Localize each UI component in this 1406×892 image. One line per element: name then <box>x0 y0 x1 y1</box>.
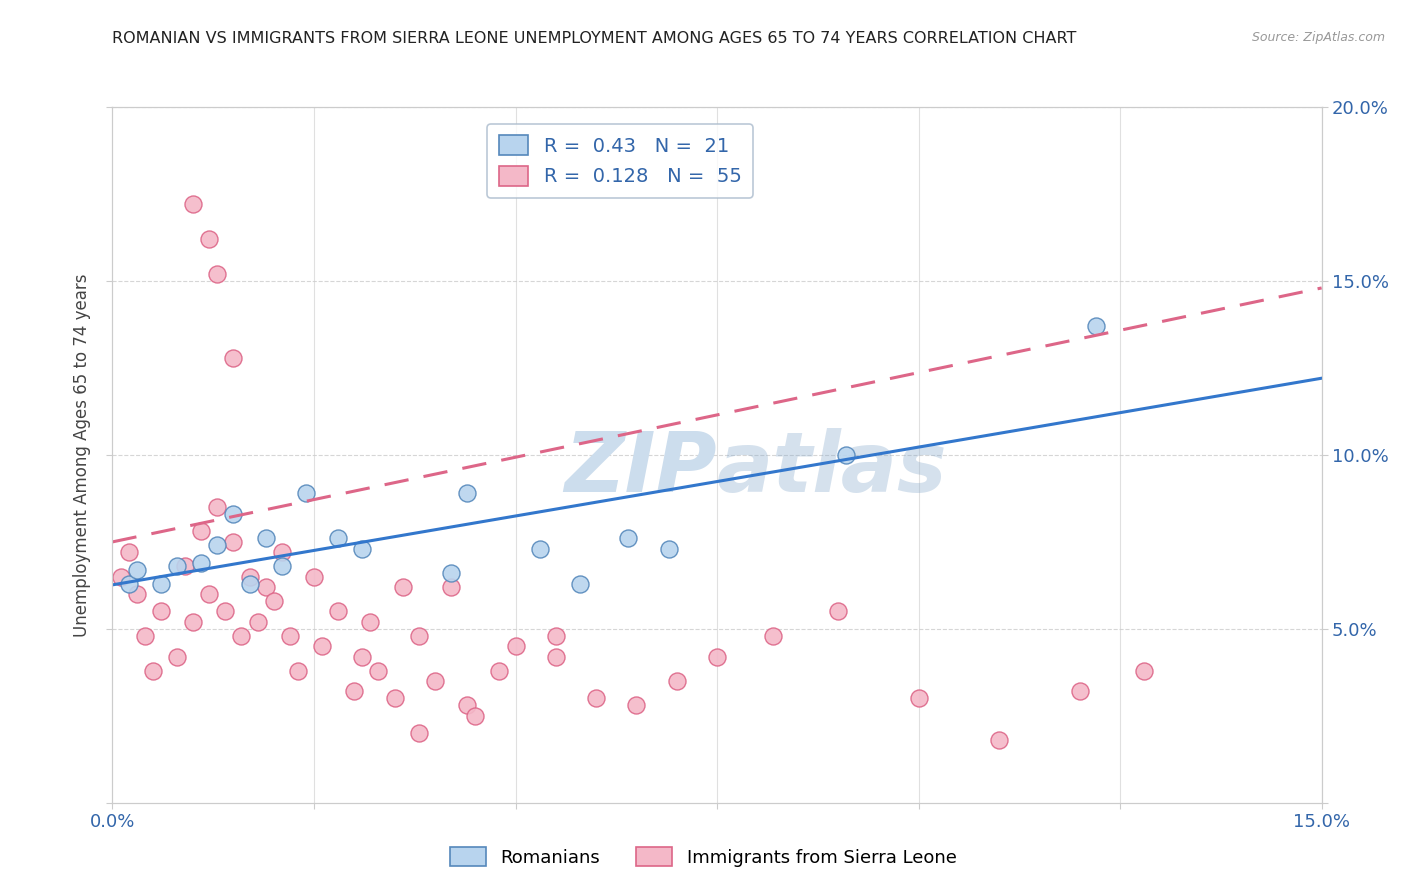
Text: ROMANIAN VS IMMIGRANTS FROM SIERRA LEONE UNEMPLOYMENT AMONG AGES 65 TO 74 YEARS : ROMANIAN VS IMMIGRANTS FROM SIERRA LEONE… <box>112 31 1077 46</box>
Point <box>295 486 318 500</box>
Point <box>456 486 478 500</box>
Point <box>190 556 212 570</box>
Point <box>166 649 188 664</box>
Point <box>198 232 221 246</box>
Point <box>125 563 148 577</box>
Point <box>125 587 148 601</box>
Point <box>1069 684 1091 698</box>
Point <box>626 698 648 713</box>
Point <box>207 267 229 281</box>
Point <box>456 698 478 713</box>
Point <box>367 664 389 678</box>
Point <box>311 639 333 653</box>
Point <box>544 649 567 664</box>
Point <box>254 580 277 594</box>
Text: Source: ZipAtlas.com: Source: ZipAtlas.com <box>1251 31 1385 45</box>
Point <box>222 351 245 365</box>
Point <box>907 691 929 706</box>
Point <box>544 629 567 643</box>
Point <box>835 448 858 462</box>
Point <box>287 664 309 678</box>
Point <box>263 594 285 608</box>
Point <box>222 507 245 521</box>
Point <box>207 538 229 552</box>
Y-axis label: Unemployment Among Ages 65 to 74 years: Unemployment Among Ages 65 to 74 years <box>73 273 91 637</box>
Point <box>408 726 430 740</box>
Point <box>134 629 156 643</box>
Point <box>270 559 292 574</box>
Point <box>231 629 253 643</box>
Point <box>827 605 849 619</box>
Point <box>343 684 366 698</box>
Point <box>359 615 381 629</box>
Point <box>181 197 204 211</box>
Point <box>328 605 350 619</box>
Point <box>142 664 165 678</box>
Point <box>384 691 406 706</box>
Point <box>988 733 1011 747</box>
Legend: R =  0.43   N =  21, R =  0.128   N =  55: R = 0.43 N = 21, R = 0.128 N = 55 <box>488 124 754 198</box>
Point <box>706 649 728 664</box>
Point <box>665 674 688 689</box>
Point <box>302 570 325 584</box>
Point <box>762 629 785 643</box>
Legend: Romanians, Immigrants from Sierra Leone: Romanians, Immigrants from Sierra Leone <box>443 840 963 874</box>
Point <box>464 708 486 723</box>
Point <box>440 580 463 594</box>
Point <box>222 534 245 549</box>
Point <box>505 639 527 653</box>
Point <box>270 545 292 559</box>
Point <box>440 566 463 581</box>
Point <box>585 691 607 706</box>
Point <box>190 524 212 539</box>
Point <box>254 532 277 546</box>
Text: atlas: atlas <box>717 428 948 509</box>
Point <box>110 570 132 584</box>
Point <box>408 629 430 643</box>
Point <box>569 576 592 591</box>
Point <box>214 605 236 619</box>
Point <box>117 545 139 559</box>
Point <box>238 576 260 591</box>
Point <box>1084 319 1107 334</box>
Point <box>207 500 229 514</box>
Point <box>278 629 301 643</box>
Point <box>117 576 139 591</box>
Point <box>198 587 221 601</box>
Point <box>423 674 446 689</box>
Point <box>391 580 413 594</box>
Point <box>488 664 510 678</box>
Point <box>529 541 551 556</box>
Point <box>181 615 204 629</box>
Point <box>352 541 374 556</box>
Text: ZIP: ZIP <box>564 428 717 509</box>
Point <box>328 532 350 546</box>
Point <box>658 541 681 556</box>
Point <box>352 649 374 664</box>
Point <box>149 605 172 619</box>
Point <box>617 532 640 546</box>
Point <box>1133 664 1156 678</box>
Point <box>246 615 269 629</box>
Point <box>238 570 260 584</box>
Point <box>149 576 172 591</box>
Point <box>174 559 197 574</box>
Point <box>166 559 188 574</box>
